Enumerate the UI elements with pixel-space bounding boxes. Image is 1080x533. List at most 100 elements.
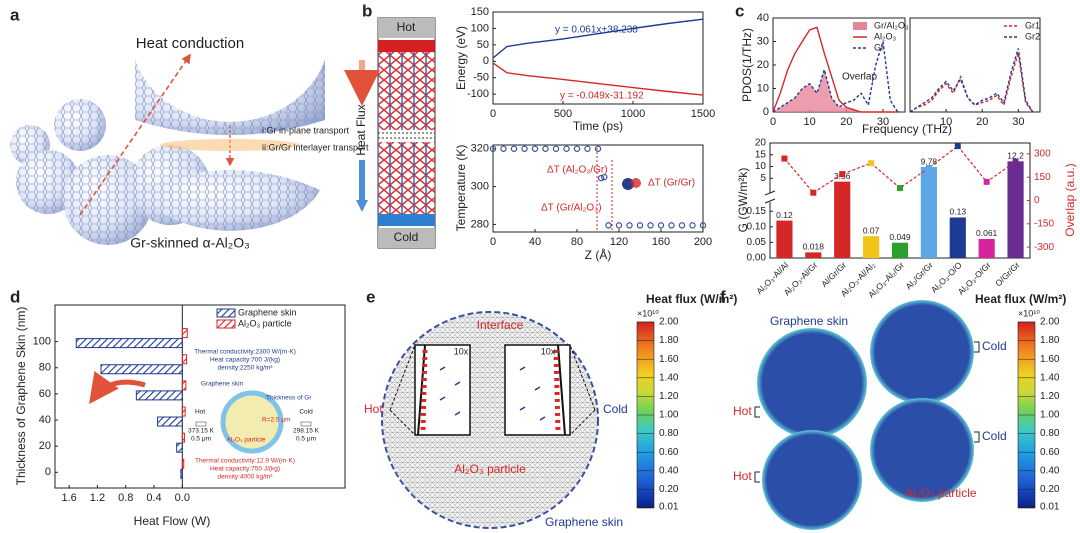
y-tick-label: 0.15 xyxy=(747,206,767,217)
colorbar-tick-label: 0.20 xyxy=(659,484,679,495)
bar xyxy=(135,390,183,401)
y-axis-title: Thickness of Graphene Skin (nm) xyxy=(14,307,28,486)
colorbar-tick-label: 0.40 xyxy=(1040,465,1060,476)
bar xyxy=(949,217,966,258)
value-label: 0.12 xyxy=(776,210,793,220)
colorbar-title: Heat flux (W/m²) xyxy=(975,292,1066,306)
x-tick-label: 1.6 xyxy=(61,492,76,504)
panel-a-caption: Gr-skinned α-Al₂O₃ xyxy=(130,235,250,251)
colorbar-tick-label: 1.40 xyxy=(1040,372,1060,383)
panel-a-title: Heat conduction xyxy=(136,35,244,52)
data-point xyxy=(689,222,696,229)
colorbar-tick-label: 1.00 xyxy=(1040,410,1060,421)
bar xyxy=(978,238,995,258)
panel-label: e xyxy=(366,287,375,306)
transport-label: i:Gr in-plane transport xyxy=(262,125,350,135)
legend-label: Graphene skin xyxy=(238,307,297,317)
inset-drawing xyxy=(89,370,312,454)
sphere-cluster xyxy=(10,53,325,245)
y-tick-label: 20 xyxy=(39,440,51,452)
y-tick-label: 40 xyxy=(757,12,769,24)
y-tick-label: 300 xyxy=(471,181,489,193)
x-tick-label: 0 xyxy=(770,116,776,128)
x-tick-label: 0 xyxy=(490,108,496,120)
data-point xyxy=(615,222,623,229)
bar xyxy=(776,220,793,258)
plot-frame xyxy=(909,17,1041,113)
data-point xyxy=(552,145,560,152)
colorbar-tick-label: 1.40 xyxy=(659,372,679,383)
particle-label: Al₂O₃ particle xyxy=(905,486,977,500)
data-point xyxy=(584,145,591,152)
transport-label: ii:Gr/Gr interlayer transport xyxy=(262,142,369,152)
series-line xyxy=(492,18,704,59)
colorbar-tick-label: 1.00 xyxy=(659,410,679,421)
colorbar-tick-label: 0.80 xyxy=(1040,428,1060,439)
annotation: Thermal conductivity:12.9 W/(m·K) xyxy=(195,458,295,465)
annotation: Hot xyxy=(195,409,205,416)
data-point xyxy=(594,145,602,152)
colorbar-tick-label: 0.80 xyxy=(659,428,679,439)
x-tick-label: 200 xyxy=(694,236,712,248)
annotation: 0.5 μm xyxy=(191,436,211,443)
annotation: density:2250 kg/m³ xyxy=(218,365,274,372)
hot-label: Hot xyxy=(364,402,383,416)
annotation: y = -0.049x-31.192 xyxy=(560,91,644,102)
axis-break xyxy=(764,190,776,204)
x-tick-label: 160 xyxy=(652,236,670,248)
y-axis-title: Temperature (K) xyxy=(454,145,468,232)
particle-label: Al₂O₃ particle xyxy=(454,462,526,476)
legend-swatch xyxy=(853,22,867,30)
annotation: Overlap xyxy=(842,72,877,83)
colorbar-title: Heat flux (W/m²) xyxy=(646,292,737,306)
x-tick-label: 30 xyxy=(877,116,889,128)
bar xyxy=(181,406,186,417)
interface-label: Interface xyxy=(477,318,524,332)
x-tick-label: 1000 xyxy=(621,108,645,120)
bar xyxy=(181,354,188,365)
y-tick-label: -50 xyxy=(473,72,489,84)
colorbar-tick-label: 0.01 xyxy=(1040,502,1060,513)
x-axis-title: Heat Flow (W) xyxy=(134,514,211,528)
y-tick-label: 0.10 xyxy=(747,221,767,232)
bar xyxy=(834,181,851,258)
bar xyxy=(181,380,187,391)
x-tick-label: 0.0 xyxy=(175,492,190,504)
value-label: 12.2 xyxy=(1007,151,1024,161)
series-line xyxy=(492,62,704,96)
x-axis-title: Frequency (THz) xyxy=(862,122,952,136)
skin-label: Graphene skin xyxy=(545,515,623,529)
colorbar-tick-label: 0.40 xyxy=(659,465,679,476)
x-tick-label: 20 xyxy=(840,116,852,128)
data-point xyxy=(605,222,612,229)
bar xyxy=(181,458,185,469)
y-tick-label: 10 xyxy=(755,161,767,172)
magnification-label: 10x xyxy=(454,346,469,356)
annotation: 298.15 K xyxy=(293,428,320,435)
annotation: Graphene skin xyxy=(201,381,244,388)
colorbar-tick-label: 0.20 xyxy=(1040,484,1060,495)
value-label: 0.07 xyxy=(863,225,880,235)
data-point xyxy=(563,145,570,152)
bar xyxy=(180,468,183,479)
bar xyxy=(891,242,909,258)
colorbar-exponent: ×10¹⁰ xyxy=(637,308,659,318)
colorbar-tick-label: 1.20 xyxy=(1040,391,1060,402)
annotation: Thickness of Gr xyxy=(266,395,312,402)
cold-label: Cold xyxy=(603,402,628,416)
x-tick-label: O/Gr/Gr xyxy=(993,260,1022,289)
colorbar-tick-label: 1.20 xyxy=(659,391,679,402)
x-tick-label: 1500 xyxy=(691,108,715,120)
legend-swatch xyxy=(216,308,236,318)
x-tick-label: 40 xyxy=(529,236,541,248)
overlap-line xyxy=(783,145,1016,194)
x-tick-label: 0 xyxy=(490,236,496,248)
y-tick-label: 15 xyxy=(755,149,767,160)
value-label: 0.049 xyxy=(889,232,911,242)
legend-swatch xyxy=(216,319,236,329)
x-axis-title: Time (ps) xyxy=(573,119,623,133)
annotation: R=2.5 μm xyxy=(262,417,291,424)
legend-label: Gr xyxy=(874,42,884,52)
y2-tick-label: 300 xyxy=(1034,149,1051,160)
